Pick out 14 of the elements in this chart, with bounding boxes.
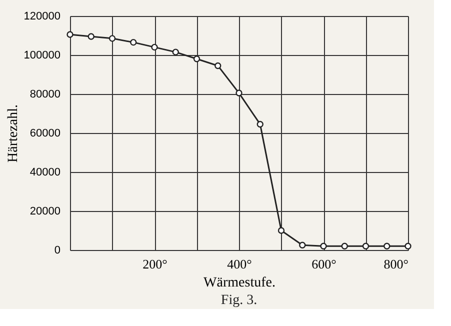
- y-tick-label: 120000: [24, 10, 60, 22]
- y-tick-label: 80000: [30, 88, 60, 100]
- x-tick-label: 200°: [142, 256, 168, 272]
- x-tick-label: 400°: [227, 256, 252, 272]
- x-tick-label: 800°: [384, 256, 408, 272]
- y-tick-label: 100000: [24, 50, 60, 62]
- y-tick-label: 20000: [30, 206, 60, 218]
- y-axis-title: Härtezahl.: [6, 104, 21, 162]
- caption: Fig. 3.: [220, 293, 258, 308]
- y-tick-label: 0: [54, 244, 60, 256]
- x-axis-title: Wärmestufe.: [204, 276, 276, 290]
- y-tick-label: 40000: [30, 166, 60, 178]
- y-tick-label: 60000: [30, 128, 60, 140]
- x-tick-label: 600°: [312, 256, 336, 272]
